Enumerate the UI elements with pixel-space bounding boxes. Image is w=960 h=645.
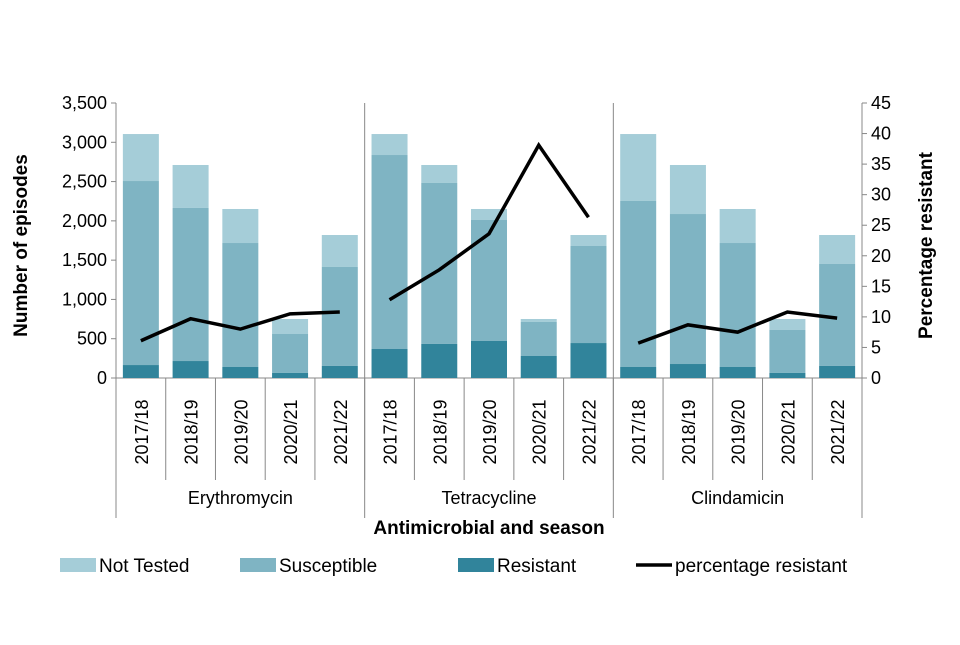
bar-susceptible xyxy=(172,207,209,362)
category-label: 2019/20 xyxy=(480,399,500,464)
bar-susceptible xyxy=(570,246,607,344)
left-tick-label: 3,500 xyxy=(62,93,107,113)
bar-not-tested xyxy=(172,164,209,208)
bar-resistant xyxy=(719,367,756,378)
bar-susceptible xyxy=(122,181,159,366)
left-tick-label: 1,500 xyxy=(62,250,107,270)
bar-resistant xyxy=(421,343,458,378)
left-tick-label: 2,000 xyxy=(62,211,107,231)
bar-resistant xyxy=(520,356,557,378)
bar-resistant xyxy=(819,365,856,378)
line-percentage-resistant-tetracycline xyxy=(388,141,590,302)
right-tick-label: 25 xyxy=(871,215,891,235)
category-label: 2021/22 xyxy=(579,399,599,464)
bar-not-tested xyxy=(222,208,259,244)
bar-not-tested xyxy=(471,208,507,220)
legend-label-not-tested: Not Tested xyxy=(99,556,189,577)
bar-not-tested xyxy=(669,164,706,215)
group-label: Clindamicin xyxy=(691,488,784,508)
right-tick-label: 35 xyxy=(871,154,891,174)
category-label: 2021/22 xyxy=(331,399,351,464)
line-percentage-resistant-clindamicin xyxy=(637,310,838,345)
right-tick-label: 45 xyxy=(871,93,891,113)
bar-susceptible xyxy=(520,321,557,356)
bar-susceptible xyxy=(321,266,358,366)
right-tick-label: 15 xyxy=(871,276,891,296)
bar-resistant xyxy=(122,365,159,378)
bar-susceptible xyxy=(371,155,408,350)
right-tick-label: 20 xyxy=(871,246,891,266)
bar-not-tested xyxy=(570,235,607,246)
x-axis-title: Antimicrobial and season xyxy=(373,518,604,539)
bar-susceptible xyxy=(222,243,259,367)
left-tick-label: 3,000 xyxy=(62,132,107,152)
bar-susceptible xyxy=(272,334,309,373)
y2-axis-title: Percentage resistant xyxy=(916,151,937,339)
bar-not-tested xyxy=(272,318,309,334)
category-label: 2018/19 xyxy=(430,399,450,464)
bar-susceptible xyxy=(719,243,756,367)
category-label: 2019/20 xyxy=(729,399,749,464)
bar-resistant xyxy=(620,367,657,378)
bar-susceptible xyxy=(769,329,806,373)
bar-not-tested xyxy=(122,134,159,182)
category-label: 2020/21 xyxy=(281,399,301,464)
bar-resistant xyxy=(172,361,209,378)
category-label: 2017/18 xyxy=(132,399,152,464)
bar-resistant xyxy=(769,372,806,378)
right-tick-label: 30 xyxy=(871,185,891,205)
category-label: 2021/22 xyxy=(828,399,848,464)
legend-swatch-susceptible xyxy=(240,558,276,572)
category-label: 2018/19 xyxy=(679,399,699,464)
bar-not-tested xyxy=(819,235,856,264)
bar-resistant xyxy=(222,367,259,378)
group-label: Erythromycin xyxy=(188,488,293,508)
bar-resistant xyxy=(669,364,706,378)
right-tick-label: 0 xyxy=(871,368,881,388)
bar-susceptible xyxy=(669,214,706,365)
category-label: 2018/19 xyxy=(182,399,202,464)
bar-not-tested xyxy=(719,208,756,244)
legend-label-susceptible: Susceptible xyxy=(279,556,377,577)
bar-not-tested xyxy=(769,318,806,330)
bar-susceptible xyxy=(421,182,458,344)
bar-resistant xyxy=(272,372,309,378)
legend-swatch-resistant xyxy=(458,558,494,572)
left-tick-label: 2,500 xyxy=(62,172,107,192)
legend-label-percentage-resistant: percentage resistant xyxy=(675,556,848,577)
left-tick-label: 0 xyxy=(97,368,107,388)
category-label: 2017/18 xyxy=(381,399,401,464)
bar-not-tested xyxy=(371,134,408,156)
category-label: 2020/21 xyxy=(778,399,798,464)
group-label: Tetracycline xyxy=(441,488,536,508)
category-label: 2020/21 xyxy=(530,399,550,464)
line-percentage-resistant-erythromycin xyxy=(140,310,340,343)
legend-label-resistant: Resistant xyxy=(497,556,577,577)
left-tick-label: 500 xyxy=(77,329,107,349)
bar-not-tested xyxy=(620,134,657,201)
right-tick-label: 5 xyxy=(871,337,881,357)
right-tick-label: 10 xyxy=(871,307,891,327)
right-tick-label: 40 xyxy=(871,124,891,144)
category-label: 2017/18 xyxy=(629,399,649,464)
bar-resistant xyxy=(570,343,607,378)
bar-resistant xyxy=(371,349,408,378)
legend-swatch-not-tested xyxy=(60,558,96,572)
bar-susceptible xyxy=(471,219,507,341)
left-tick-label: 1,000 xyxy=(62,289,107,309)
y-axis-title: Number of episodes xyxy=(11,154,32,337)
bar-resistant xyxy=(471,340,507,378)
bar-not-tested xyxy=(321,235,358,267)
bar-resistant xyxy=(321,365,358,378)
category-label: 2019/20 xyxy=(231,399,251,464)
bar-not-tested xyxy=(520,318,557,322)
bar-not-tested xyxy=(421,164,458,183)
